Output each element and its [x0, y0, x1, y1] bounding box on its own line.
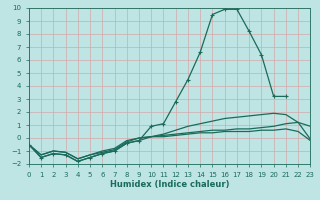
X-axis label: Humidex (Indice chaleur): Humidex (Indice chaleur)	[110, 180, 229, 189]
